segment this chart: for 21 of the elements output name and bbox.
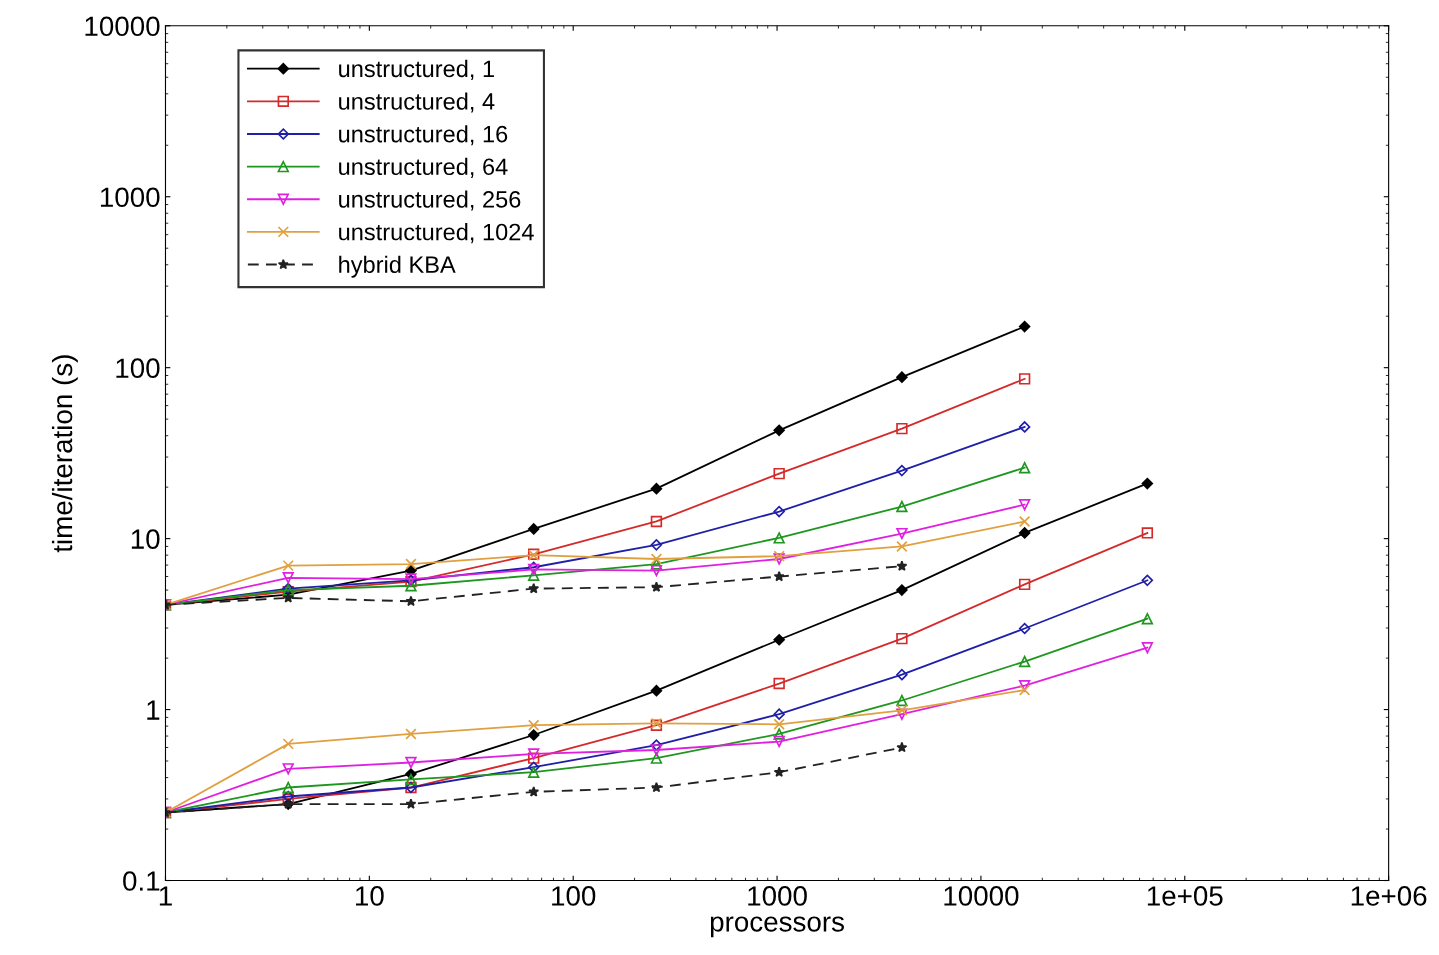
x-tick-label: 100 [552, 886, 596, 906]
x-tick-label: 1e+05 [1147, 886, 1223, 906]
y-tick-label: 0.1 [123, 871, 160, 891]
y-tick-label: 10000 [85, 16, 160, 37]
y-tick-label: 1 [147, 700, 160, 720]
legend-label: unstructured, 256 [339, 190, 521, 211]
y-tick-label: 10 [131, 529, 160, 549]
y-tick-label: 100 [116, 358, 160, 379]
x-tick-label: 1000 [748, 886, 807, 906]
x-tick-label: 1e+06 [1351, 886, 1427, 906]
legend-label: unstructured, 1 [339, 59, 494, 80]
legend-label: unstructured, 4 [339, 92, 495, 113]
legend-label: unstructured, 16 [339, 125, 508, 146]
y-tick-label: 1000 [100, 187, 160, 208]
legend-label: hybrid KBA [339, 255, 456, 278]
legend-label: unstructured, 1024 [339, 223, 534, 244]
y-axis-title: time/iteration (s) [51, 355, 78, 553]
legend-label: unstructured, 64 [339, 157, 508, 178]
x-axis-title: processors [710, 916, 844, 938]
x-tick-label: 10000 [944, 886, 1019, 906]
x-tick-label: 10 [356, 886, 384, 906]
